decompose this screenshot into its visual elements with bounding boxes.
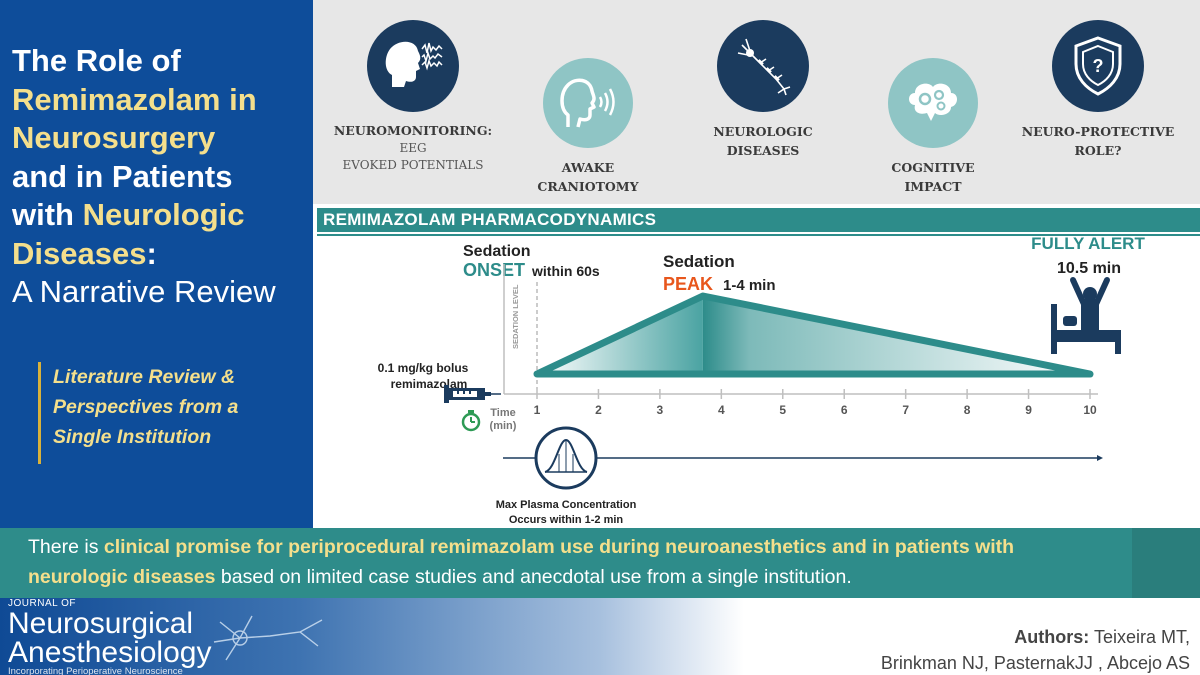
authors-label: Authors (1014, 627, 1084, 647)
side-note-line: Single Institution (53, 426, 212, 448)
title-line-2: Remimazolam in (12, 81, 257, 117)
topic-label: DISEASES (726, 143, 800, 158)
neuron-watermark-icon (213, 615, 323, 661)
side-note-line: Perspectives from a (53, 396, 239, 418)
plasma-label-line2: Occurs within 1-2 min (509, 514, 624, 526)
side-note: Literature Review & Perspectives from a … (38, 362, 238, 464)
plasma-label-line1: Max Plasma Concentration (496, 499, 637, 511)
onset-keyword: ONSET (463, 260, 525, 280)
title-subtitle: A Narrative Review (12, 274, 276, 309)
pharmacodynamics-chart: Sedation ONSET within 60s Sedation PEAK … (378, 234, 1146, 526)
x-tick-label: 4 (718, 403, 725, 417)
speaking-head-icon (543, 58, 633, 148)
neuron-icon (717, 20, 809, 112)
topic-neuro-protective: ? NEURO-PROTECTIVE ROLE? (1018, 20, 1178, 160)
topic-label: NEUROLOGIC (713, 124, 813, 139)
x-tick-label: 6 (841, 403, 848, 417)
x-tick-label: 8 (964, 403, 971, 417)
time-axis-label: Time (490, 407, 515, 419)
side-note-line: Literature Review & (53, 366, 236, 388)
conclusion-highlight-2: neurologic diseases (28, 566, 216, 588)
title-line-6a: Diseases (12, 235, 147, 271)
svg-text:?: ? (1093, 56, 1104, 76)
onset-label: Sedation (463, 243, 531, 260)
journal-name-line1: Neurosurgical (8, 607, 194, 640)
authors-line1: Teixeira MT, (1093, 627, 1190, 647)
head-eeg-icon (367, 20, 459, 112)
onset-detail: within 60s (531, 263, 600, 279)
topic-label: CRANIOTOMY (537, 179, 639, 194)
title-panel: The Role of Remimazolam in Neurosurgery … (0, 0, 313, 528)
footer: JOURNAL OF Neurosurgical Anesthesiology … (0, 598, 1200, 675)
timeline-arrowhead (1097, 455, 1103, 461)
x-tick-label: 7 (902, 403, 909, 417)
fully-alert-detail: 10.5 min (1057, 260, 1121, 277)
bell-curve-icon (534, 426, 598, 490)
peak-keyword: PEAK (663, 274, 713, 294)
stopwatch-icon (461, 410, 481, 432)
topic-label: AWAKE (561, 160, 615, 175)
conclusion-text-end: based on limited case studies and anecdo… (215, 566, 852, 588)
topic-label: NEUROMONITORING: (333, 123, 493, 138)
header-underline (317, 234, 1200, 236)
topic-sublabel: EEG (399, 141, 427, 155)
brain-gears-icon (888, 58, 978, 148)
title-line-3: Neurosurgery (12, 120, 216, 155)
conclusion-highlight-1: clinical promise for periprocedural remi… (103, 536, 1015, 558)
conclusion-text-start: There is (28, 536, 104, 558)
journal-logo: JOURNAL OF Neurosurgical Anesthesiology … (8, 598, 211, 675)
peak-detail: 1-4 min (723, 277, 776, 294)
x-tick-label: 2 (595, 403, 602, 417)
title-line-5a: with (12, 197, 83, 232)
conclusion-band: There is clinical promise for periproced… (0, 528, 1200, 598)
title-line-4: and in Patients (12, 158, 233, 194)
topics-section: NEUROMONITORING: EEG EVOKED POTENTIALS A… (313, 0, 1200, 204)
conclusion-accent-strip (1132, 528, 1200, 598)
x-tick-label: 1 (534, 403, 541, 417)
article-title: The Role of Remimazolam in Neurosurgery … (12, 42, 312, 312)
x-tick-label: 3 (657, 403, 664, 417)
authors: Authors: Teixeira MT, Brinkman NJ, Paste… (881, 624, 1190, 675)
title-line-5b: Neurologic (82, 197, 245, 232)
topic-label: IMPACT (904, 179, 962, 194)
topic-label: NEURO-PROTECTIVE (1021, 124, 1175, 139)
fully-alert-keyword: FULLY ALERT (1031, 234, 1145, 253)
topic-sublabel: EVOKED POTENTIALS (342, 158, 484, 172)
journal-small-label: JOURNAL OF (8, 598, 76, 609)
topic-neuromonitoring: NEUROMONITORING: EEG EVOKED POTENTIALS (323, 20, 503, 174)
peak-label: Sedation (663, 252, 735, 271)
x-tick-label: 10 (1083, 403, 1097, 417)
journal-tagline: Incorporating Perioperative Neuroscience (8, 666, 183, 675)
topic-neurologic-diseases: NEUROLOGIC DISEASES (703, 20, 823, 160)
authors-line2: Brinkman NJ, PasternakJJ , Abcejo AS (880, 653, 1190, 673)
title-line-1: The Role of (12, 43, 181, 78)
sedation-curve-outline (533, 292, 1094, 378)
topic-label: COGNITIVE (891, 160, 975, 175)
bolus-label-line1: 0.1 mg/kg bolus (378, 361, 469, 375)
shield-question-icon: ? (1052, 20, 1144, 112)
pharmacodynamics-section: REMIMAZOLAM PHARMACODYNAMICS Sedation ON… (313, 204, 1200, 528)
waking-person-icon (1051, 277, 1121, 354)
x-tick-label: 9 (1025, 403, 1032, 417)
time-axis-unit: (min) (490, 420, 517, 432)
pharmacodynamics-header: REMIMAZOLAM PHARMACODYNAMICS (317, 208, 1200, 232)
topic-cognitive-impact: COGNITIVE IMPACT (873, 58, 993, 196)
x-tick-label: 5 (779, 403, 786, 417)
topic-awake-craniotomy: AWAKE CRANIOTOMY (523, 58, 653, 196)
title-line-6b: : (146, 235, 157, 271)
topic-label: ROLE? (1074, 143, 1122, 158)
syringe-icon (444, 385, 501, 403)
journal-name-line2: Anesthesiology (8, 636, 212, 669)
y-axis-label: SEDATION LEVEL (511, 284, 520, 349)
